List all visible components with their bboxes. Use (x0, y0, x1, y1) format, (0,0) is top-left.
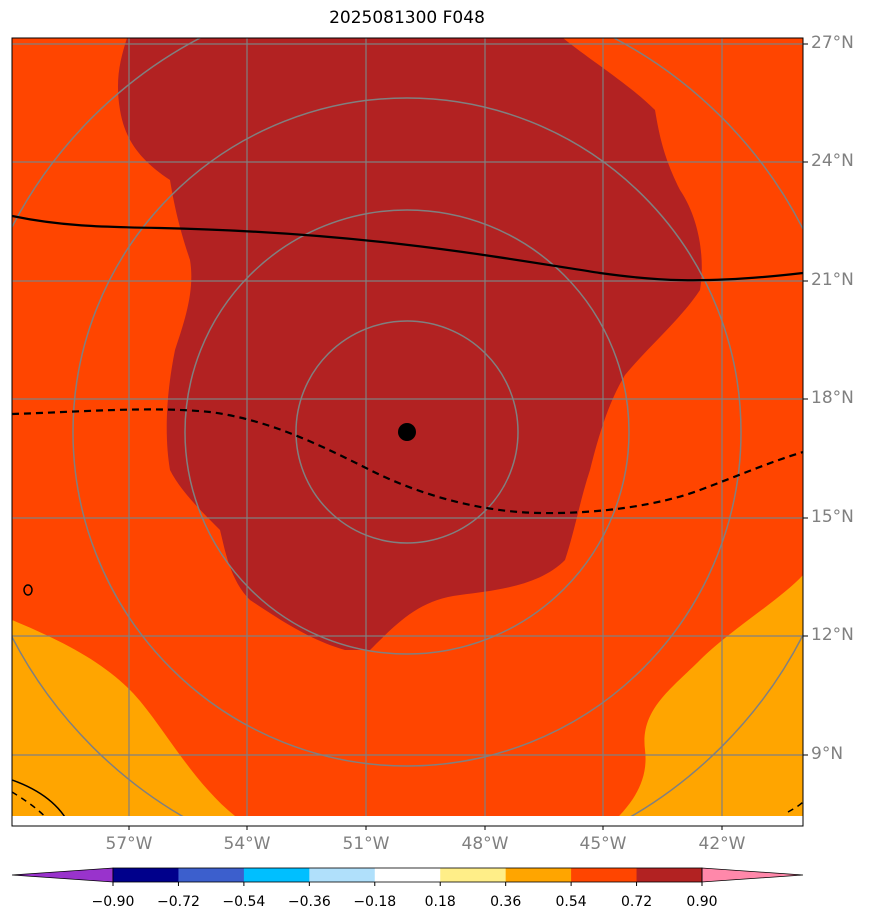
contour-bottom-right-dashed (787, 801, 803, 813)
lat-label-18n: 18°N (811, 388, 854, 408)
colorbar-extend-min (11, 867, 114, 883)
colorbar-tick-label: 0.72 (620, 894, 653, 910)
colorbar-segment (178, 868, 245, 882)
lon-label-54w: 54°W (223, 834, 271, 854)
contour-dashed (12, 408, 803, 515)
colorbar-tick-label: 0.36 (490, 894, 522, 910)
colorbar-tick-label: 0.90 (686, 894, 718, 910)
colorbar-segment (113, 868, 179, 882)
lat-label-12n: 12°N (811, 625, 854, 645)
map-panel (11, 37, 808, 830)
lon-label-42w: 42°W (698, 834, 746, 854)
colorbar-segment (440, 868, 507, 882)
colorbar-extend-max (701, 867, 804, 883)
field-orange-bottom-right (609, 575, 803, 826)
storm-center-marker (398, 423, 416, 441)
bottom-strip (12, 816, 803, 826)
lon-label-51w: 51°W (342, 834, 390, 854)
colorbar-segment (243, 868, 310, 882)
colorbar-outline (112, 867, 703, 883)
colorbar-tick-label: −0.54 (222, 894, 266, 910)
colorbar-tick-label: 0.18 (424, 894, 456, 910)
colorbar-tick-label: −0.90 (91, 894, 135, 910)
lat-label-24n: 24°N (811, 151, 854, 171)
colorbar-tick-label: −0.72 (156, 894, 200, 910)
map-frame (11, 37, 804, 827)
colorbar (11, 867, 804, 886)
colorbar-segment (505, 868, 572, 882)
colorbar-segment (636, 868, 703, 882)
lat-label-21n: 21°N (811, 270, 854, 290)
lat-ticks (803, 43, 808, 756)
colorbar-tick-label: 0.54 (555, 894, 587, 910)
colorbar-tick-label: −0.18 (353, 894, 397, 910)
lat-label-9n: 9°N (811, 744, 844, 764)
lon-label-57w: 57°W (105, 834, 153, 854)
lon-ticks (128, 826, 723, 830)
lon-label-48w: 48°W (461, 834, 509, 854)
colorbar-tick-label: −0.36 (287, 894, 331, 910)
contour-solid (12, 214, 803, 282)
graticule (12, 38, 803, 826)
lat-label-27n: 27°N (811, 33, 854, 53)
field-dark-red-core (117, 38, 702, 650)
colorbar-segment (374, 868, 441, 882)
range-rings (12, 38, 803, 826)
contour-small-loop (23, 584, 33, 596)
map-title: 2025081300 F048 (329, 8, 485, 28)
lon-label-45w: 45°W (579, 834, 627, 854)
colorbar-segment (571, 868, 638, 882)
colorbar-segment (309, 868, 376, 882)
field-orange-bottom-left (12, 620, 235, 826)
lat-label-15n: 15°N (811, 507, 854, 527)
